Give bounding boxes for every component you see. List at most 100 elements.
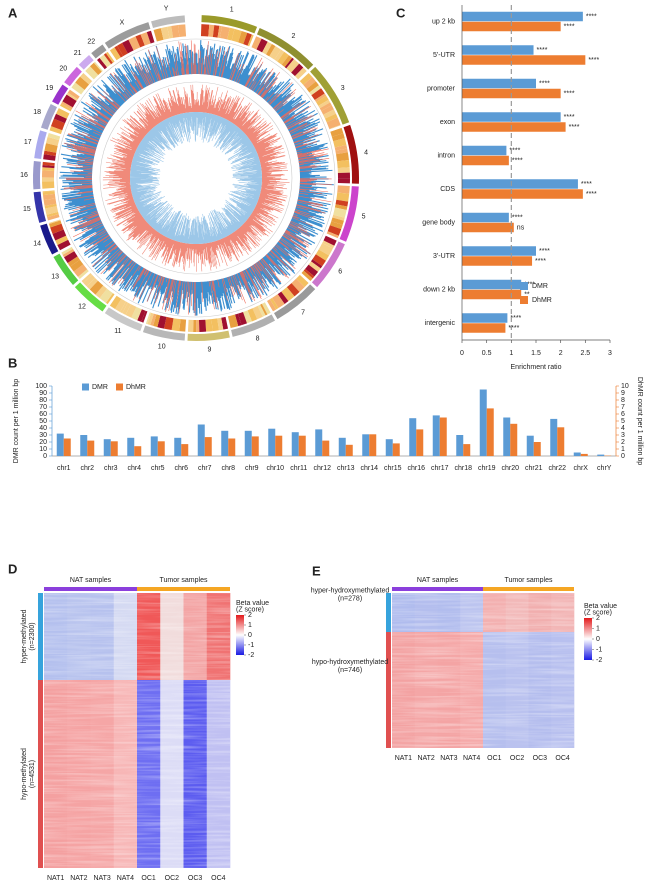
ideogram-band xyxy=(334,144,348,151)
panel-label: B xyxy=(8,355,17,370)
ideogram-band xyxy=(333,207,347,218)
bar-annotation: **** xyxy=(564,24,575,31)
ideogram-band xyxy=(303,268,315,279)
bar xyxy=(580,453,588,456)
bar xyxy=(462,256,533,266)
x-tick-label: 3 xyxy=(608,350,612,357)
ideogram-band xyxy=(334,204,348,211)
ideogram-band xyxy=(67,89,80,100)
ideogram-band xyxy=(86,277,98,290)
ideogram-band xyxy=(312,254,326,267)
chromosome-label: 5 xyxy=(362,214,366,221)
ideogram-band xyxy=(303,77,316,89)
ideogram-band xyxy=(47,132,61,141)
ideogram-band xyxy=(47,214,60,221)
bar xyxy=(462,179,578,189)
ideogram-band xyxy=(157,315,167,329)
ideogram-band xyxy=(336,192,350,202)
y2-tick-label: 8 xyxy=(621,397,625,404)
y-tick-label: 0 xyxy=(43,453,47,460)
ideogram-band xyxy=(330,127,344,137)
ideogram-band xyxy=(337,178,350,184)
ideogram-band xyxy=(277,51,289,65)
chromosome-label: 6 xyxy=(338,269,342,276)
heatmap-texture xyxy=(44,593,230,868)
x-tick-label: chr19 xyxy=(478,465,496,472)
ideogram-band xyxy=(42,181,55,189)
ideogram-band xyxy=(311,88,325,101)
ideogram-band xyxy=(318,99,331,109)
x-tick-label: chr5 xyxy=(151,465,165,472)
chromosome-arc xyxy=(274,284,316,320)
ideogram-band xyxy=(323,235,337,246)
y-tick-label: promoter xyxy=(427,86,456,93)
ideogram-band xyxy=(99,54,112,68)
ideogram-band xyxy=(337,172,350,179)
x-tick-label: chr16 xyxy=(407,465,425,472)
chromosome-arc xyxy=(40,103,58,130)
chromosome-arc xyxy=(104,307,143,332)
ideogram-band xyxy=(286,283,300,297)
bar xyxy=(462,55,586,65)
colorbar-tick-label: 0 xyxy=(248,632,252,639)
ideogram-band xyxy=(281,55,293,68)
ideogram-band xyxy=(337,160,350,169)
ideogram-band xyxy=(120,301,128,314)
cluster-label: hypo-methylated xyxy=(21,748,28,800)
ideogram-band xyxy=(61,246,73,255)
bar xyxy=(432,415,440,456)
chromosome-arc xyxy=(91,44,107,59)
ideogram-band xyxy=(81,273,93,283)
bar xyxy=(462,289,522,300)
chromosome-arc xyxy=(231,314,276,337)
ideogram-band xyxy=(42,190,55,193)
chromosome-arc xyxy=(53,253,79,285)
bar xyxy=(573,452,581,456)
ideogram-band xyxy=(50,118,65,131)
bar-annotation: **** xyxy=(508,325,519,332)
colorbar-tick-label: -1 xyxy=(248,642,254,649)
ideogram-band xyxy=(318,243,333,256)
ideogram-band xyxy=(316,95,329,106)
y-tick-label: 60 xyxy=(39,411,47,418)
bar xyxy=(80,435,88,456)
colorbar-title: (Z score) xyxy=(236,606,264,613)
bar xyxy=(275,435,283,456)
ideogram-band xyxy=(251,36,262,50)
ideogram-band xyxy=(75,76,90,90)
chromosome-arc xyxy=(40,223,59,255)
x-tick-label: 1.5 xyxy=(531,350,541,357)
ideogram-band xyxy=(314,93,327,103)
ideogram-band xyxy=(160,26,170,40)
bar-annotation: **** xyxy=(569,124,580,131)
y-tick-label: 5'-UTR xyxy=(433,52,455,59)
legend-swatch xyxy=(520,282,528,290)
y-tick-label: 50 xyxy=(39,418,47,425)
ideogram-band xyxy=(319,102,332,111)
ideogram-band xyxy=(42,170,55,178)
y2-tick-label: 9 xyxy=(621,390,625,397)
ideogram-band xyxy=(269,46,282,60)
bar xyxy=(462,45,534,55)
ideogram-band xyxy=(291,63,304,77)
ideogram-band xyxy=(128,36,141,51)
ideogram-band xyxy=(200,24,210,37)
ideogram-band xyxy=(42,164,55,169)
y-tick-label: down 2 kb xyxy=(423,287,455,294)
cluster-bar xyxy=(386,593,391,632)
ideogram-band xyxy=(150,313,157,326)
ideogram-band xyxy=(212,25,220,38)
ideogram-band xyxy=(49,126,63,135)
x-tick-label: chr10 xyxy=(266,465,284,472)
ideogram-band xyxy=(196,319,200,332)
ideogram-band xyxy=(299,72,313,85)
bar-annotation: **** xyxy=(586,14,597,21)
panel-label: E xyxy=(312,563,321,578)
bar xyxy=(228,438,236,456)
y-tick-label: 80 xyxy=(39,397,47,404)
ideogram-band xyxy=(179,319,187,332)
y-tick-label: 90 xyxy=(39,390,47,397)
ideogram-band xyxy=(67,256,80,267)
ideogram-band xyxy=(122,39,134,54)
x-tick-label: 1 xyxy=(509,350,513,357)
